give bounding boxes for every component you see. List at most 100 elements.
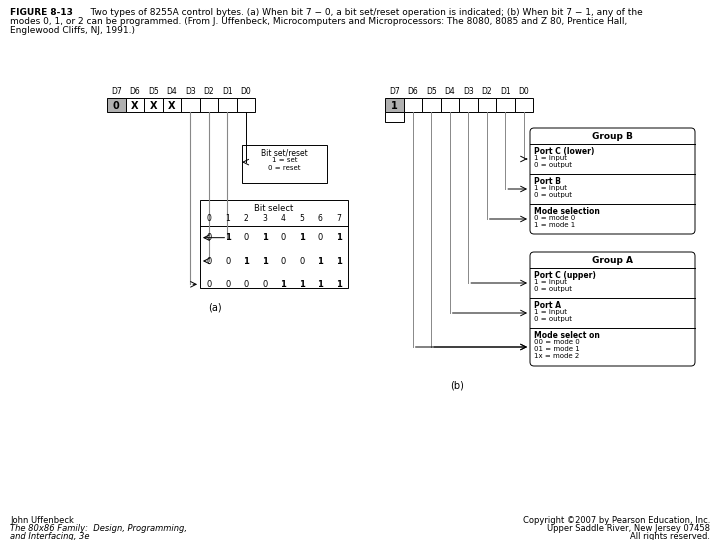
Text: 4: 4 [281,214,286,223]
Bar [218,98,236,112]
Text: 0 = reset: 0 = reset [269,165,301,171]
Text: X: X [168,101,176,111]
Bar [125,98,144,112]
Text: D2: D2 [482,87,492,96]
Text: The 80x86 Family:  Design, Programming,: The 80x86 Family: Design, Programming, [10,524,187,533]
Text: 1: 1 [243,256,249,266]
Text: X: X [131,101,138,111]
Text: D1: D1 [222,87,233,96]
Text: 1 = mode 1: 1 = mode 1 [534,222,575,228]
Text: 1 = set: 1 = set [271,157,297,163]
Text: D3: D3 [463,87,474,96]
Text: 0: 0 [281,256,286,266]
Text: 6: 6 [318,214,323,223]
Text: Upper Saddle River, New Jersey 07458: Upper Saddle River, New Jersey 07458 [547,524,710,533]
Bar [422,98,441,112]
Text: 0 = output: 0 = output [534,286,572,292]
Text: D5: D5 [426,87,436,96]
Text: X: X [150,101,157,111]
Text: 1: 1 [299,233,305,242]
Text: 1: 1 [225,233,230,242]
Bar [163,98,181,112]
Text: D0: D0 [518,87,529,96]
Text: Mode selection: Mode selection [534,207,600,216]
Text: All rights reserved.: All rights reserved. [630,532,710,540]
Text: Port A: Port A [534,301,561,310]
Text: 0 = output: 0 = output [534,316,572,322]
Text: 0: 0 [318,233,323,242]
Text: D5: D5 [148,87,158,96]
Bar [199,98,218,112]
Text: 01 = mode 1: 01 = mode 1 [534,346,580,352]
Text: 1 = input: 1 = input [534,155,567,161]
Text: D7: D7 [111,87,122,96]
Bar [459,98,477,112]
Text: 00 = mode 0: 00 = mode 0 [534,339,580,345]
Text: 2: 2 [244,214,248,223]
Text: 0: 0 [207,214,212,223]
Bar [181,98,199,112]
Bar [200,200,348,288]
Bar [477,98,496,112]
Bar [403,98,422,112]
FancyBboxPatch shape [530,252,695,366]
Text: 1: 1 [336,233,342,242]
Text: Bit set/reset: Bit set/reset [261,149,308,158]
Bar [496,98,515,112]
Text: 1: 1 [336,256,342,266]
Text: D2: D2 [204,87,214,96]
Text: FIGURE 8-13: FIGURE 8-13 [10,8,73,17]
Text: 0 = mode 0: 0 = mode 0 [534,215,575,221]
Text: D4: D4 [166,87,177,96]
Bar [236,98,255,112]
Text: 0 = output: 0 = output [534,162,572,168]
Text: 1: 1 [336,280,342,289]
Bar [385,112,403,122]
Text: Port C (lower): Port C (lower) [534,147,595,156]
Text: (a): (a) [208,303,222,313]
Bar [242,145,327,183]
Text: 1 = input: 1 = input [534,279,567,285]
Text: Port B: Port B [534,177,561,186]
Text: D7: D7 [389,87,400,96]
Text: Group B: Group B [592,132,633,141]
Text: 0: 0 [243,280,249,289]
Text: Bit select: Bit select [254,204,294,213]
Text: 0 = output: 0 = output [534,192,572,198]
Text: 1: 1 [280,280,286,289]
Text: D4: D4 [444,87,455,96]
Text: John Uffenbeck: John Uffenbeck [10,516,74,525]
Text: Port C (upper): Port C (upper) [534,271,596,280]
Text: 1 = input: 1 = input [534,185,567,191]
Text: Group A: Group A [592,256,633,265]
Text: 1: 1 [318,280,323,289]
Bar [441,98,459,112]
Text: 1: 1 [262,233,268,242]
Text: D1: D1 [500,87,510,96]
Text: 0: 0 [225,280,230,289]
Text: Copyright ©2007 by Pearson Education, Inc.: Copyright ©2007 by Pearson Education, In… [523,516,710,525]
Text: modes 0, 1, or 2 can be programmed. (From J. Uffenbeck, Microcomputers and Micro: modes 0, 1, or 2 can be programmed. (Fro… [10,17,627,26]
Text: 0: 0 [262,280,267,289]
Text: 1: 1 [318,256,323,266]
Text: D3: D3 [185,87,196,96]
Bar [385,98,403,112]
Text: 1x = mode 2: 1x = mode 2 [534,353,580,359]
Text: D6: D6 [408,87,418,96]
Text: D6: D6 [130,87,140,96]
Text: 1: 1 [225,214,230,223]
Text: 7: 7 [336,214,341,223]
Text: 1 = input: 1 = input [534,309,567,315]
Text: Two types of 8255A control bytes. (a) When bit 7 − 0, a bit set/reset operation : Two types of 8255A control bytes. (a) Wh… [82,8,643,17]
Text: 1: 1 [391,101,397,111]
Text: 0: 0 [113,101,120,111]
Text: 0: 0 [243,233,249,242]
Text: 1: 1 [299,280,305,289]
Text: (b): (b) [451,381,464,391]
Text: 0: 0 [207,280,212,289]
Text: and Interfacing, 3e: and Interfacing, 3e [10,532,89,540]
Text: 5: 5 [300,214,304,223]
Text: 0: 0 [299,256,305,266]
Text: D0: D0 [240,87,251,96]
Bar [515,98,533,112]
